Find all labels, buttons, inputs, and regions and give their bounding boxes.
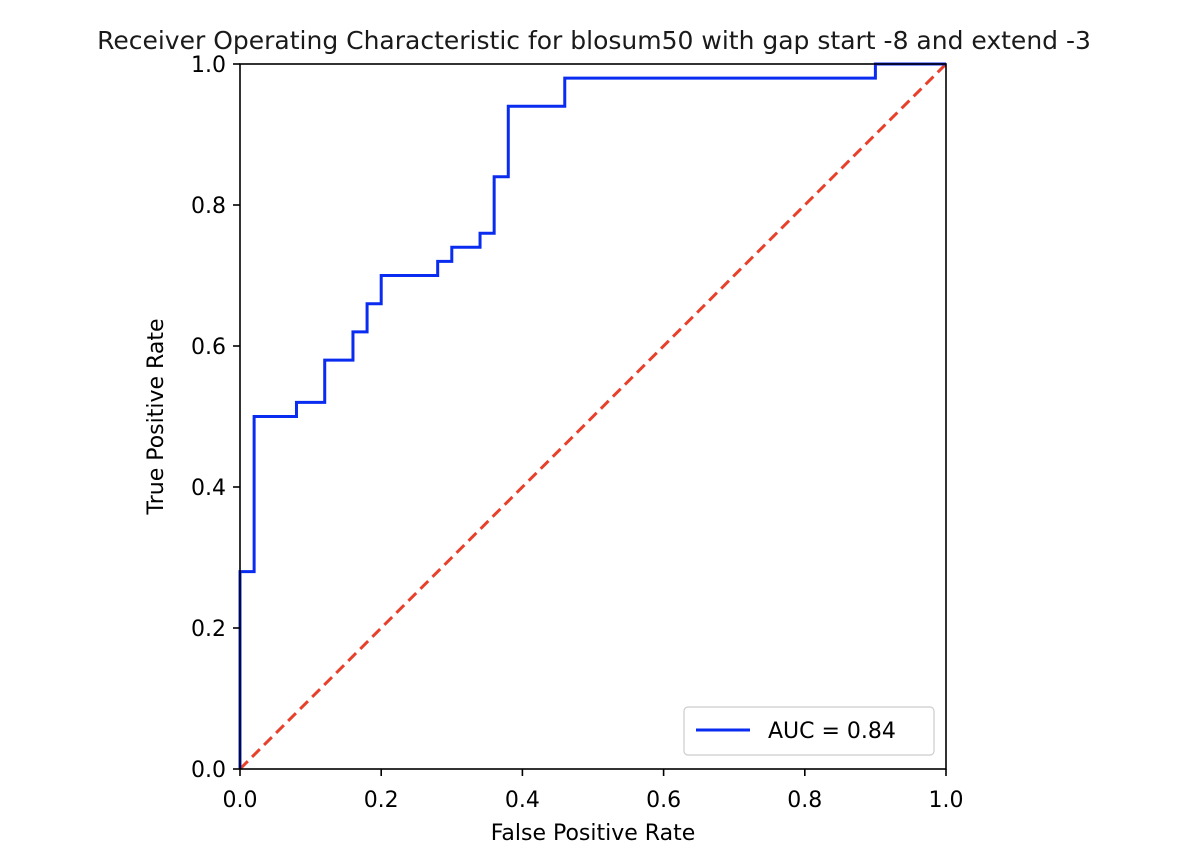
x-axis: 0.0 0.2 0.4 0.6 0.8 1.0 bbox=[223, 769, 964, 813]
y-tick-label: 0.4 bbox=[191, 476, 226, 501]
y-tick-label: 0.6 bbox=[191, 335, 226, 360]
y-axis-label: True Positive Rate bbox=[144, 319, 169, 516]
axes-frame bbox=[239, 63, 947, 770]
legend-label-roc: AUC = 0.84 bbox=[768, 719, 896, 744]
y-tick-label: 0.0 bbox=[191, 758, 226, 783]
roc-curve bbox=[238, 62, 946, 769]
x-tick-label: 0.2 bbox=[364, 788, 399, 813]
x-tick-label: 0.4 bbox=[505, 788, 540, 813]
x-axis-label: False Positive Rate bbox=[491, 821, 695, 846]
x-tick-label: 0.8 bbox=[787, 788, 822, 813]
legend-box bbox=[683, 706, 935, 756]
y-tick-label: 0.8 bbox=[191, 194, 226, 219]
y-tick-label: 1.0 bbox=[191, 53, 226, 78]
x-tick-label: 0.6 bbox=[646, 788, 681, 813]
y-axis: 0.0 0.2 0.4 0.6 0.8 1.0 bbox=[191, 53, 240, 783]
series-layer bbox=[238, 62, 948, 771]
chart-title: Receiver Operating Characteristic for bl… bbox=[97, 26, 1091, 55]
x-tick-label: 1.0 bbox=[929, 788, 964, 813]
legend: AUC = 0.84 bbox=[683, 706, 935, 756]
y-tick-label: 0.2 bbox=[191, 617, 226, 642]
diagonal-reference-line bbox=[238, 62, 948, 771]
x-tick-label: 0.0 bbox=[223, 788, 258, 813]
plot-area bbox=[238, 62, 948, 771]
